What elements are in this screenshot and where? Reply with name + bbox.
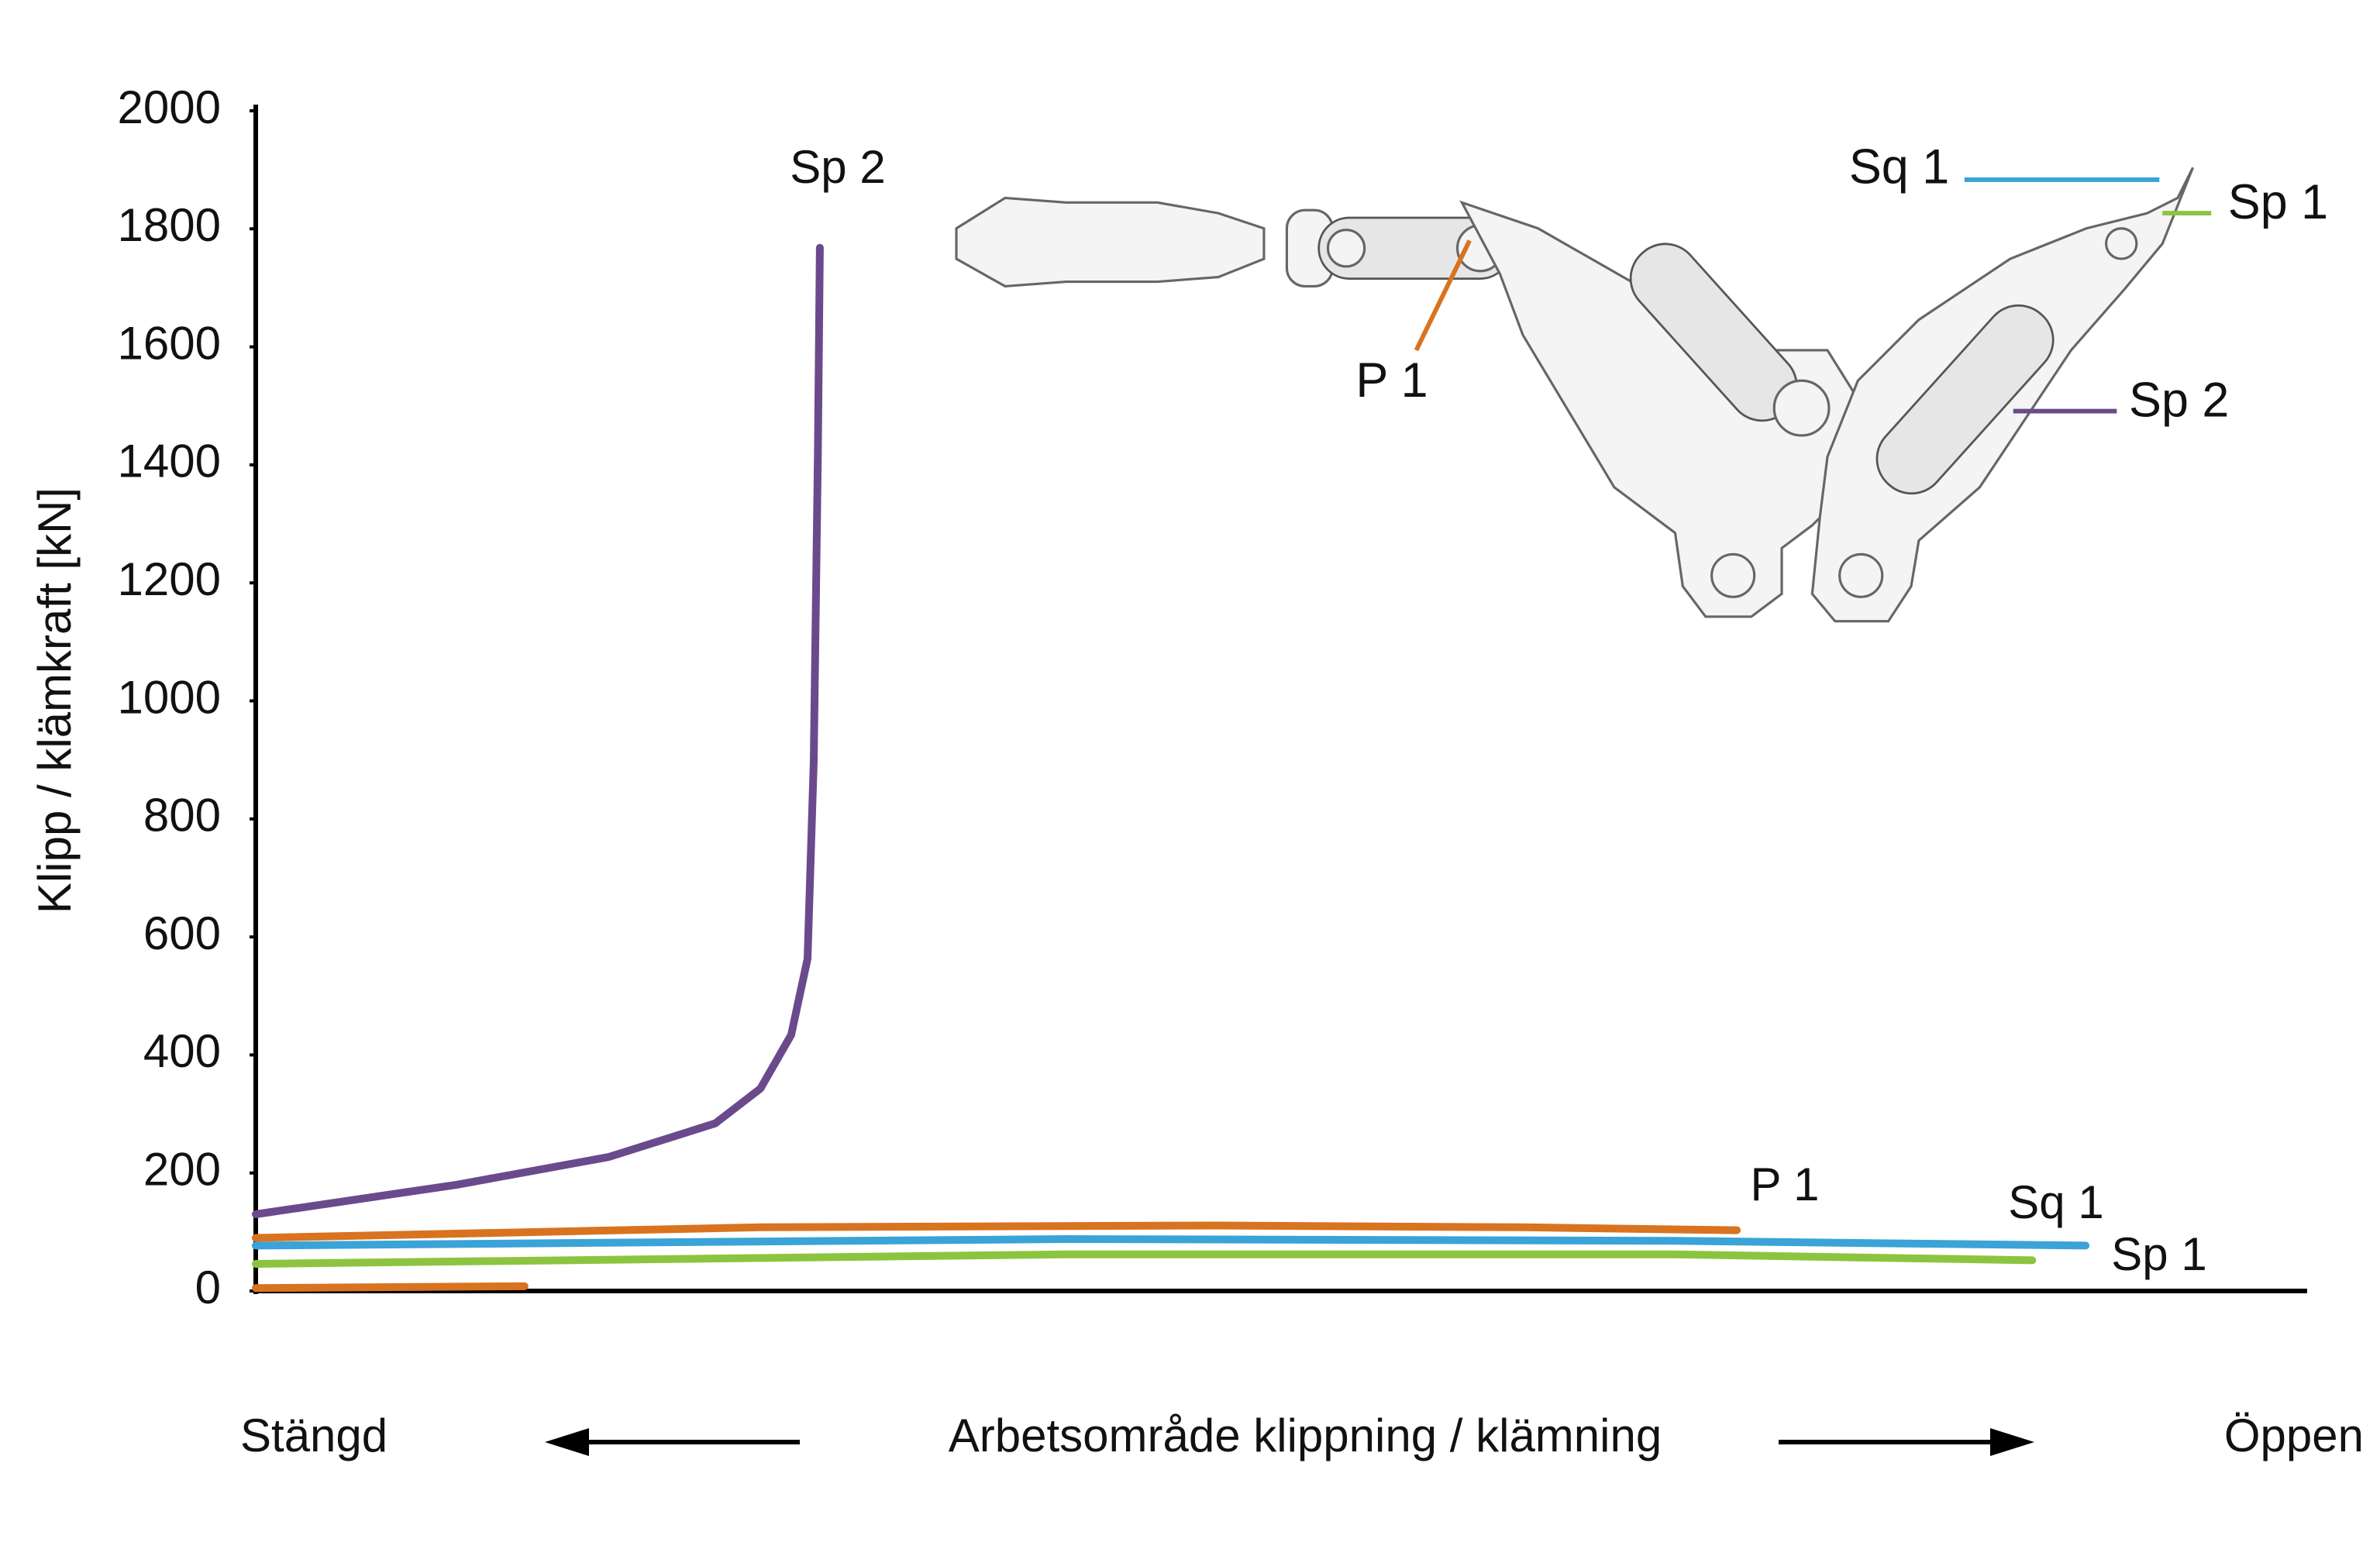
leader-line bbox=[1414, 239, 1472, 352]
diagram-label: Sq 1 bbox=[1849, 140, 1949, 194]
series-line bbox=[252, 1235, 2090, 1250]
diagram-label: P 1 bbox=[1355, 353, 1428, 408]
y-tick-label: 1800 bbox=[118, 199, 221, 251]
arrow-right-head bbox=[1990, 1428, 2034, 1456]
series-line bbox=[252, 1221, 1741, 1242]
x-axis-label: Arbetsområde klippning / klämning bbox=[949, 1410, 1662, 1461]
tool-pin bbox=[1772, 379, 1831, 437]
diagram-label: Sp 2 bbox=[2129, 373, 2229, 427]
series-line bbox=[252, 1282, 529, 1293]
series-label: Sp 1 bbox=[2111, 1228, 2206, 1280]
y-tick-label: 600 bbox=[143, 907, 221, 959]
y-tick-label: 400 bbox=[143, 1025, 221, 1077]
direction-arrows bbox=[545, 1428, 2034, 1456]
y-tick-label: 1200 bbox=[118, 553, 221, 605]
y-tick-label: 1000 bbox=[118, 671, 221, 723]
y-tick-label: 200 bbox=[143, 1144, 221, 1196]
tool-jaw-plate bbox=[1875, 304, 2055, 495]
y-tick-label: 1400 bbox=[118, 435, 221, 487]
series-line bbox=[252, 1250, 2037, 1268]
y-tick-label: 1600 bbox=[118, 317, 221, 369]
tool-pin bbox=[1838, 553, 1884, 598]
y-tick-label: 2000 bbox=[118, 81, 221, 133]
x-start-label: Stängd bbox=[240, 1410, 387, 1461]
y-axis-label: Klipp / klämkraft [kN] bbox=[29, 487, 81, 914]
diagram-label: Sp 1 bbox=[2228, 175, 2328, 229]
tool-pin bbox=[1326, 229, 1366, 268]
series-line bbox=[252, 243, 824, 1218]
arrow-left-head bbox=[545, 1428, 589, 1456]
series-label: Sp 2 bbox=[790, 141, 885, 193]
y-tick-label: 800 bbox=[143, 790, 221, 842]
tool-pin bbox=[2105, 227, 2138, 260]
x-end-label: Öppen bbox=[2224, 1410, 2364, 1461]
y-tick-label: 0 bbox=[195, 1262, 221, 1313]
series-label: Sq 1 bbox=[2008, 1176, 2103, 1228]
tool-pin bbox=[1710, 553, 1756, 598]
tool-arm bbox=[955, 196, 1266, 288]
series-label: P 1 bbox=[1751, 1158, 1820, 1210]
tool-diagram: Sq 1 Sp 1 P 1 Sp 2 bbox=[955, 140, 2328, 623]
